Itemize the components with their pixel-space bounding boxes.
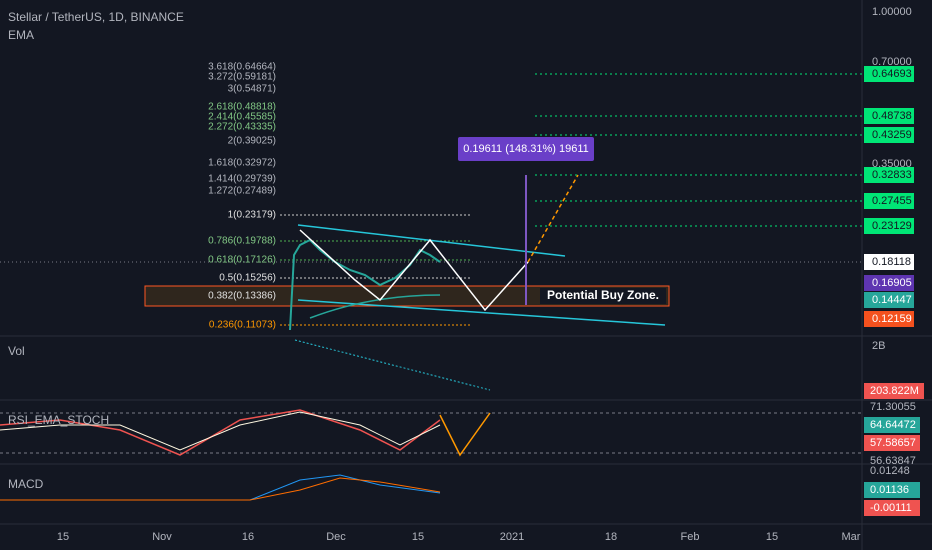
- time-tick: Feb: [681, 531, 700, 543]
- rsi-title: RSI_EMA_STOCH: [8, 413, 109, 427]
- fib-label: 1.414(0.29739): [208, 174, 276, 185]
- target-box: [864, 167, 914, 183]
- fib-label: 2(0.39025): [228, 136, 276, 147]
- wedge: [297, 224, 666, 326]
- target-box: [864, 193, 914, 209]
- target-price: 0.48738: [872, 110, 912, 122]
- price-tick: 1.00000: [872, 6, 912, 18]
- fib-label: 0.618(0.17126): [208, 255, 276, 266]
- vol-trend: [294, 339, 491, 391]
- time-tick: Dec: [326, 531, 346, 543]
- target-price: 0.43259: [872, 129, 912, 141]
- fib-label: 2.618(0.48818): [208, 102, 276, 113]
- vol-box: [864, 383, 924, 399]
- target-box: [864, 127, 914, 143]
- target-price: 0.64693: [872, 68, 912, 80]
- measure-box: [458, 137, 594, 161]
- rsi-value: 64.64472: [870, 419, 916, 431]
- fib-label: 0.5(0.15256): [219, 273, 276, 284]
- indicator: EMA: [8, 28, 34, 42]
- measure-label: 0.19611 (148.31%) 19611: [463, 143, 589, 155]
- time-tick: Nov: [152, 531, 172, 543]
- zone-label-bg: [540, 288, 666, 304]
- target-box: [864, 218, 914, 234]
- zone-label: Potential Buy Zone.: [547, 288, 659, 302]
- fib-label: 0.786(0.19788): [208, 236, 276, 247]
- target-price: 0.27455: [872, 195, 912, 207]
- ema-box: [864, 292, 914, 308]
- rsi-ema: [0, 411, 441, 451]
- vol-scale: 2B: [872, 340, 885, 352]
- fib-label: 1(0.23179): [228, 210, 276, 221]
- macd-title: MACD: [8, 477, 44, 491]
- time-tick: 18: [605, 531, 617, 543]
- fib-label: 0.382(0.13386): [208, 291, 276, 302]
- time-tick: Mar: [842, 531, 861, 543]
- price-path: [289, 238, 441, 331]
- vol-title: Vol: [8, 344, 25, 358]
- target-price: 0.32833: [872, 169, 912, 181]
- rsi-line: [0, 409, 441, 456]
- macd-value: 0.01136: [870, 484, 909, 496]
- fib-label: 3.272(0.59181): [208, 72, 276, 83]
- fib-label: 2.414(0.45585): [208, 112, 276, 123]
- signal-line: [0, 477, 441, 501]
- ema-price: 0.12159: [872, 313, 912, 325]
- fib-label: 3.618(0.64664): [208, 62, 276, 73]
- target-arrow: [527, 174, 579, 263]
- fib-label: 1.272(0.27489): [208, 186, 276, 197]
- fib-label: 1.618(0.32972): [208, 158, 276, 169]
- price-tick: 0.35000: [872, 158, 912, 170]
- time-tick: 16: [242, 531, 254, 543]
- fib-label: 3(0.54871): [228, 84, 276, 95]
- ema-box: [864, 275, 914, 291]
- fib-label: 2.272(0.43335): [208, 122, 276, 133]
- macd-value: 0.01248: [870, 465, 910, 477]
- target-box: [864, 66, 914, 82]
- time-tick: 15: [766, 531, 778, 543]
- rsi-value: 57.58657: [870, 437, 916, 449]
- rsi-value: 71.30055: [870, 401, 916, 413]
- symbol: Stellar / TetherUS, 1D, BINANCE: [8, 10, 184, 24]
- macd-box: [864, 482, 920, 498]
- rsi-value: 56.63847: [870, 455, 916, 467]
- rsi-box: [864, 417, 920, 433]
- price-tick: 0.70000: [872, 56, 912, 68]
- ema-price: 0.14447: [872, 294, 912, 306]
- projection: [299, 229, 529, 312]
- macd-value: -0.00111: [870, 502, 912, 514]
- last-box: [864, 254, 914, 270]
- time-tick: 15: [57, 531, 69, 543]
- ema-price: 0.16905: [872, 277, 912, 289]
- vol-last: 203.822M: [870, 385, 919, 397]
- target-box: [864, 108, 914, 124]
- target-price: 0.23129: [872, 220, 912, 232]
- rsi-projection: [439, 412, 491, 457]
- time-tick: 2021: [500, 531, 524, 543]
- macd-box: [864, 500, 920, 516]
- last-price: 0.18118: [872, 256, 911, 268]
- rsi-box: [864, 435, 920, 451]
- fib-label: 0.236(0.11073): [209, 320, 276, 331]
- time-tick: 15: [412, 531, 424, 543]
- ema-box: [864, 311, 914, 327]
